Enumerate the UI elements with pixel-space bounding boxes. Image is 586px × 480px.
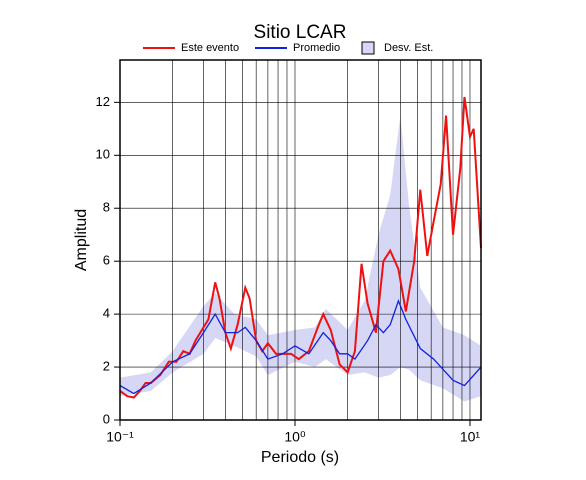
legend-label: Desv. Est.: [384, 42, 433, 54]
plot-frame: [119, 59, 482, 421]
series-line: [119, 299, 482, 395]
y-axis-label: Amplitud: [73, 209, 90, 271]
x-tick-label: 10¹: [460, 429, 481, 445]
legend-label: Este evento: [181, 42, 239, 54]
y-tick-label: 10: [96, 147, 110, 162]
y-tick-label: 6: [103, 253, 110, 268]
x-tick-label: 10⁻¹: [106, 429, 134, 445]
std-band: [120, 115, 481, 402]
x-axis-label: Periodo (s): [261, 449, 339, 466]
y-tick-label: 12: [96, 94, 110, 109]
chart-title: Sitio LCAR: [254, 22, 347, 43]
legend-label: Promedio: [293, 42, 340, 54]
y-tick-label: 2: [103, 358, 110, 373]
legend-swatch: [361, 41, 375, 55]
series-line: [119, 96, 482, 399]
y-tick-label: 4: [103, 306, 110, 321]
y-tick-label: 0: [103, 411, 110, 426]
x-tick-label: 10⁰: [284, 429, 306, 445]
y-tick-label: 8: [103, 200, 110, 215]
